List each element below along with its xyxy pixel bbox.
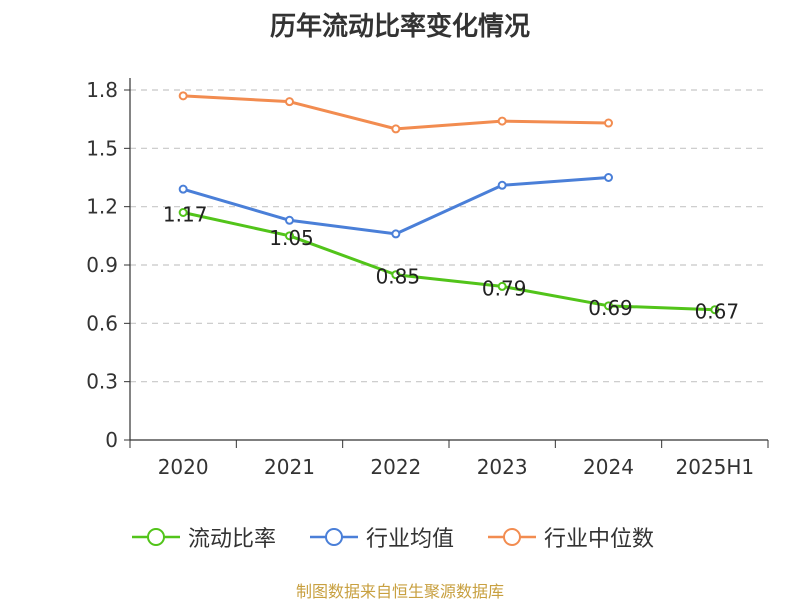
data-label: 0.69 [588, 296, 633, 320]
legend-marker-current-ratio [132, 528, 180, 546]
data-label: 1.17 [163, 203, 208, 227]
x-tick-label: 2021 [264, 455, 315, 479]
series-point-0 [604, 301, 613, 311]
x-tick-label: 2025H1 [675, 455, 754, 479]
series-point-2 [604, 118, 613, 128]
x-tick-label: 2022 [370, 455, 421, 479]
data-label: 0.85 [376, 265, 421, 289]
data-label: 1.05 [269, 226, 314, 250]
series-point-0 [285, 231, 294, 241]
series-point-2 [497, 116, 507, 126]
series-line-2 [183, 94, 609, 131]
series-point-1 [178, 184, 188, 194]
legend-item-industry-mean[interactable]: 行业均值 [310, 520, 454, 554]
source-note: 制图数据来自恒生聚源数据库 [295, 582, 504, 601]
series-point-0 [391, 270, 401, 280]
legend: 流动比率 行业均值 行业中位数 [0, 520, 800, 554]
legend-item-current-ratio[interactable]: 流动比率 [132, 520, 276, 554]
legend-item-industry-median[interactable]: 行业中位数 [488, 520, 654, 554]
series-point-0 [178, 208, 188, 217]
series-point-1 [391, 229, 401, 239]
y-tick-label: 0 [105, 428, 118, 452]
y-tick-label: 1.5 [86, 136, 118, 160]
series-point-0 [497, 281, 507, 291]
series-point-0 [710, 305, 720, 315]
series-line-0 [182, 211, 715, 312]
series-point-2 [285, 97, 294, 107]
series-point-1 [497, 180, 507, 190]
data-label: 0.67 [695, 300, 740, 324]
series-point-2 [178, 91, 188, 101]
data-label: 0.79 [482, 276, 527, 300]
x-tick-label: 2024 [583, 455, 634, 479]
chart-title: 历年流动比率变化情况 [269, 12, 530, 42]
y-tick-label: 1.2 [86, 195, 118, 219]
legend-label-current-ratio: 流动比率 [188, 527, 277, 552]
x-tick-label: 2020 [158, 455, 209, 479]
legend-label-industry-median: 行业中位数 [544, 527, 655, 552]
y-tick-label: 0.3 [86, 370, 118, 394]
series-point-1 [285, 215, 294, 225]
legend-marker-industry-median [488, 528, 536, 546]
legend-label-industry-mean: 行业均值 [366, 527, 455, 552]
legend-marker-industry-mean [310, 528, 358, 546]
x-tick-label: 2023 [477, 455, 528, 479]
series-point-2 [391, 124, 401, 134]
y-tick-label: 0.9 [86, 253, 118, 277]
y-tick-label: 0.6 [86, 311, 118, 335]
y-tick-label: 1.8 [86, 78, 118, 102]
series-point-1 [604, 173, 613, 182]
